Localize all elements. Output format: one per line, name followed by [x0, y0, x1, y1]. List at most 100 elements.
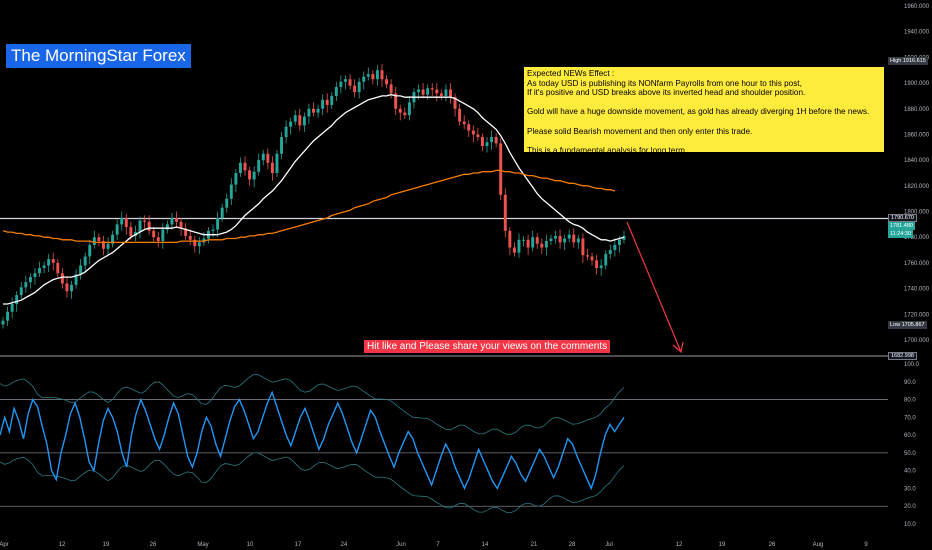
- candle-body: [403, 112, 407, 116]
- candle-body: [389, 84, 393, 94]
- candle-body: [348, 79, 352, 86]
- candle-body: [595, 260, 599, 269]
- candle-body: [608, 250, 612, 254]
- time-tick-label: 12: [59, 542, 66, 548]
- candle-body: [243, 162, 247, 171]
- candle-body: [453, 97, 457, 109]
- time-tick-label: May: [197, 542, 208, 548]
- candle-body: [216, 217, 220, 230]
- candle-body: [325, 99, 329, 105]
- candle-body: [362, 76, 366, 82]
- candle-body: [449, 89, 452, 98]
- candle-body: [234, 173, 238, 185]
- time-tick-label: 12: [676, 542, 683, 548]
- candle-body: [554, 235, 557, 239]
- candle-body: [426, 88, 430, 95]
- candle-body: [357, 81, 361, 93]
- candle-body: [101, 241, 105, 249]
- note-title: Expected NEWs Effect :: [527, 69, 615, 78]
- candle-body: [161, 229, 165, 242]
- candle-body: [471, 130, 475, 135]
- low-price-tag: Low 1705.867: [888, 321, 927, 329]
- note-line2: If it's positive and USD breaks above it…: [527, 88, 806, 98]
- candle-body: [211, 229, 215, 231]
- candle-body: [353, 85, 357, 93]
- oscillator-tick-label: 50.0: [904, 451, 916, 457]
- candle-body: [531, 237, 535, 248]
- price-tick-label: 1880.000: [904, 107, 930, 113]
- candle-body: [115, 224, 119, 235]
- time-tick-label: Aug: [813, 542, 824, 548]
- candle-body: [526, 239, 530, 248]
- oscillator-axis: 10.0 20.0 30.0 40.0 50.0 60.0 70.0 80.0 90.0 100.…: [904, 362, 920, 528]
- oscillator-tick-label: 10.0: [904, 522, 916, 528]
- candle-body: [170, 217, 174, 225]
- candle-body: [175, 217, 178, 222]
- candle-body: [225, 198, 229, 208]
- candle-body: [522, 239, 526, 241]
- price-tick-label: 1820.000: [904, 184, 930, 190]
- candle-body: [70, 284, 73, 292]
- candle-body: [307, 108, 311, 117]
- candle-body: [563, 238, 567, 243]
- candle-body: [458, 108, 462, 122]
- time-tick-label: Jun: [396, 542, 406, 548]
- candle-body: [549, 238, 553, 242]
- last-price-tag: 1781.480: [888, 222, 915, 230]
- time-tick-label: 10: [247, 542, 254, 548]
- candle-body: [88, 244, 92, 257]
- candle-body: [124, 217, 128, 227]
- candle-body: [485, 142, 489, 147]
- projection-arrow: [626, 221, 682, 353]
- brand-label: The MorningStar Forex: [6, 44, 191, 68]
- candle-body: [19, 287, 23, 296]
- candle-body: [298, 115, 302, 126]
- candle-body: [220, 207, 224, 218]
- candle-body: [106, 243, 110, 249]
- oscillator-lower-band: [0, 452, 625, 513]
- time-tick-label: 9: [864, 542, 868, 548]
- candle-body: [302, 116, 306, 126]
- price-axis: 1700.000 1720.000 1740.000 1760.000 1780.000…: [904, 4, 930, 344]
- oscillator-tick-label: 30.0: [904, 486, 916, 492]
- candle-body: [74, 274, 78, 285]
- high-value: 1916.615: [902, 58, 926, 64]
- oscillator-tick-label: 40.0: [904, 469, 916, 475]
- candle-body: [10, 304, 14, 312]
- candle-body: [321, 99, 325, 109]
- candle-body: [248, 170, 252, 180]
- candle-body: [60, 273, 64, 284]
- candle-body: [38, 268, 42, 274]
- oscillator-tick-label: 100.0: [904, 362, 920, 368]
- candle-body: [339, 81, 343, 87]
- candle-body: [83, 256, 87, 266]
- fast-moving-average-line: [3, 93, 625, 305]
- price-tick-label: 1720.000: [904, 312, 930, 318]
- candle-body: [138, 220, 142, 233]
- candle-body: [1, 320, 5, 325]
- candle-body: [476, 134, 480, 138]
- candle-body: [79, 265, 83, 275]
- candle-body: [197, 242, 201, 247]
- candle-body: [435, 89, 439, 94]
- candle-body: [494, 137, 498, 144]
- oscillator-tick-label: 20.0: [904, 504, 916, 510]
- time-tick-label: 26: [769, 542, 776, 548]
- candle-body: [28, 277, 32, 283]
- candle-body: [517, 239, 521, 253]
- candle-body: [558, 235, 562, 243]
- candle-body: [47, 259, 51, 266]
- price-tick-label: 1700.000: [904, 338, 930, 344]
- candle-body: [581, 238, 585, 256]
- candle-body: [33, 273, 37, 278]
- candle-body: [585, 255, 589, 257]
- candle-body: [467, 124, 471, 131]
- candle-body: [503, 194, 507, 231]
- candle-body: [430, 88, 434, 90]
- support-price-tag: 1682.998: [888, 352, 917, 360]
- candle-body: [380, 70, 384, 80]
- candle-body: [24, 282, 28, 288]
- price-tick-label: 1860.000: [904, 132, 930, 138]
- candle-body: [65, 283, 69, 292]
